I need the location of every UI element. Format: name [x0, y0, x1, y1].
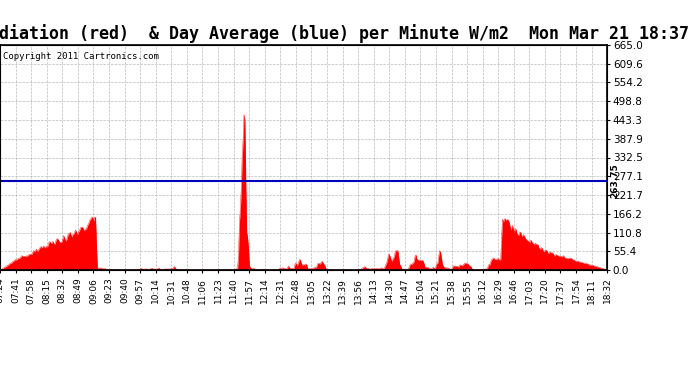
Text: Copyright 2011 Cartronics.com: Copyright 2011 Cartronics.com	[3, 52, 159, 61]
Title: Solar Radiation (red)  & Day Average (blue) per Minute W/m2  Mon Mar 21 18:37: Solar Radiation (red) & Day Average (blu…	[0, 24, 689, 44]
Text: 263.75: 263.75	[610, 164, 619, 198]
